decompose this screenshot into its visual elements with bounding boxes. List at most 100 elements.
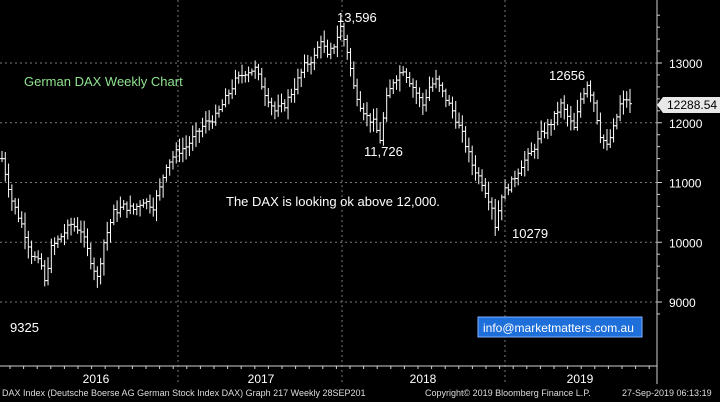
ohlc-bar xyxy=(549,119,554,136)
ohlc-bar xyxy=(470,145,475,176)
ohlc-bar xyxy=(351,61,356,90)
ohlc-bar xyxy=(315,41,320,59)
ohlc-bar xyxy=(562,95,567,120)
ohlc-bar xyxy=(440,82,445,98)
ohlc-bar xyxy=(263,77,268,107)
ohlc-bar xyxy=(391,79,396,95)
ohlc-bar xyxy=(39,253,44,270)
ohlc-bar xyxy=(111,204,116,226)
y-tick-label: 11000 xyxy=(669,177,702,191)
ohlc-bar xyxy=(151,197,156,217)
ohlc-bar xyxy=(193,122,198,147)
ohlc-bar xyxy=(608,129,613,148)
ohlc-bar xyxy=(519,160,524,176)
annotation-high-2019: 12656 xyxy=(549,68,585,83)
ohlc-bar xyxy=(506,183,511,196)
ohlc-bar xyxy=(121,200,126,210)
ohlc-bar xyxy=(575,99,580,131)
ohlc-bar xyxy=(345,34,350,60)
ohlc-bar xyxy=(381,112,386,146)
ohlc-bar xyxy=(246,66,251,83)
ohlc-bar xyxy=(157,178,162,201)
price-bars xyxy=(0,19,632,288)
ohlc-bar xyxy=(328,42,333,60)
ohlc-bar xyxy=(558,98,563,118)
ohlc-bar xyxy=(394,75,399,90)
ohlc-bar xyxy=(371,108,376,132)
ohlc-bar xyxy=(312,47,317,71)
ohlc-bar xyxy=(88,242,93,270)
ohlc-bar xyxy=(335,25,340,58)
ohlc-bar xyxy=(453,100,458,129)
ohlc-bar xyxy=(180,137,185,163)
ohlc-bar xyxy=(309,56,314,75)
ohlc-bar xyxy=(430,77,435,92)
ohlc-bar xyxy=(539,120,544,144)
annotation-high-2018: 13,596 xyxy=(337,10,377,25)
ohlc-bar xyxy=(325,39,330,58)
ohlc-bar xyxy=(226,89,231,105)
ohlc-bar xyxy=(49,238,54,274)
ohlc-bar xyxy=(545,118,550,140)
ohlc-bar xyxy=(355,78,360,107)
y-tick-label: 13000 xyxy=(669,57,703,71)
ohlc-bar xyxy=(101,239,106,276)
ohlc-bar xyxy=(279,93,284,113)
ohlc-bar xyxy=(46,257,51,286)
ohlc-bar xyxy=(170,151,175,170)
footer-copyright: Copyright© 2019 Bloomberg Finance L.P. xyxy=(425,388,591,398)
ohlc-bar xyxy=(302,54,307,78)
footer-timestamp: 27-Sep-2019 06:13:19 xyxy=(622,388,712,398)
ohlc-bar xyxy=(322,30,327,53)
ohlc-bar xyxy=(19,211,24,228)
ohlc-bar xyxy=(0,150,4,163)
ohlc-bar xyxy=(374,108,379,134)
ohlc-bar xyxy=(628,88,632,113)
ohlc-bar xyxy=(249,68,254,76)
ohlc-bar xyxy=(493,198,498,236)
ohlc-bar xyxy=(203,111,208,134)
ohlc-bar xyxy=(200,117,205,138)
ohlc-bar xyxy=(621,90,626,115)
ohlc-bar xyxy=(59,233,64,243)
ohlc-bar xyxy=(443,88,448,108)
ohlc-bar xyxy=(144,198,149,210)
x-tick-label: 2019 xyxy=(567,372,594,386)
ohlc-bar xyxy=(115,200,120,222)
ohlc-bar xyxy=(65,219,70,240)
ohlc-bar xyxy=(13,197,18,215)
footer-bar: DAX Index (Deutsche Boerse AG German Sto… xyxy=(0,384,720,402)
last-price-tag: 12288.54 xyxy=(657,97,720,113)
annotation-low-2018: 11,726 xyxy=(364,144,403,159)
ohlc-bar xyxy=(207,110,212,131)
ohlc-bar xyxy=(581,87,586,104)
ohlc-bar xyxy=(95,266,100,288)
ohlc-bar xyxy=(105,221,110,251)
ohlc-bar xyxy=(220,99,225,113)
ohlc-bar xyxy=(604,129,609,151)
x-tick-label: 2018 xyxy=(410,372,437,386)
ohlc-bar xyxy=(299,68,304,88)
ohlc-bar xyxy=(52,237,57,256)
ohlc-bar xyxy=(147,194,152,214)
annotation-low-2019: 10279 xyxy=(512,226,548,241)
annotation-low-2016: 9325 xyxy=(10,320,39,335)
ohlc-bar xyxy=(384,87,389,122)
ohlc-bar xyxy=(23,212,28,250)
ohlc-bar xyxy=(256,63,261,81)
ohlc-bar xyxy=(213,104,218,126)
ohlc-bar xyxy=(486,181,491,211)
ohlc-bar xyxy=(36,250,41,264)
ohlc-bar xyxy=(404,68,409,84)
y-tick-label: 12000 xyxy=(669,117,703,131)
ohlc-bar xyxy=(286,89,291,120)
contact-email: info@marketmatters.com.au xyxy=(483,321,634,335)
ohlc-bar xyxy=(397,65,402,92)
ohlc-bar xyxy=(555,101,560,126)
ohlc-bar xyxy=(75,217,80,234)
ohlc-bar xyxy=(240,64,245,84)
ohlc-bar xyxy=(614,113,619,130)
price-axis-ticks: 9000 10000 11000 12000 13000 xyxy=(657,14,703,315)
ohlc-bar xyxy=(128,195,133,215)
ohlc-bar xyxy=(236,71,241,84)
